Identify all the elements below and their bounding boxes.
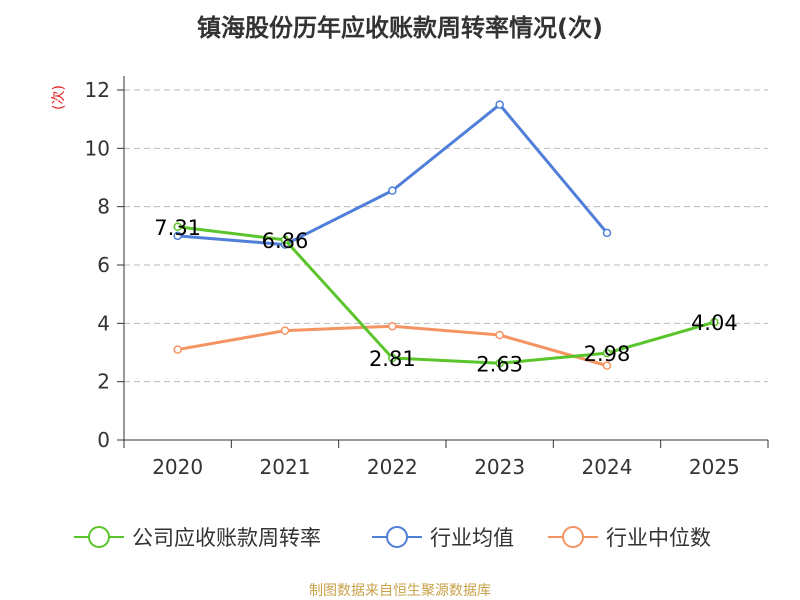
data-point	[173, 222, 182, 232]
x-tick-label: 2020	[152, 455, 203, 479]
y-tick-label: 12	[85, 78, 110, 102]
series-line	[177, 225, 715, 365]
data-point	[173, 345, 182, 354]
chart-title: 镇海股份历年应收账款周转率情况(次)	[197, 14, 603, 42]
y-tick-label: 4	[97, 311, 110, 335]
legend-marker	[88, 526, 110, 548]
y-tick-label: 6	[97, 253, 110, 277]
data-point	[495, 330, 504, 340]
data-point	[280, 235, 290, 245]
data-label: 7.31	[154, 216, 201, 240]
series-line	[177, 103, 609, 247]
data-point	[388, 322, 397, 331]
y-tick-label: 8	[97, 195, 110, 219]
data-point	[495, 359, 504, 368]
x-tick-label: 2021	[260, 455, 311, 479]
data-point	[602, 228, 612, 238]
data-point	[495, 100, 504, 109]
y-tick-label: 10	[85, 136, 110, 160]
x-tick-label: 2025	[689, 455, 740, 479]
data-label: 4.04	[691, 311, 738, 335]
data-label: 2.98	[584, 342, 631, 366]
legend-marker	[386, 526, 408, 548]
data-point	[173, 231, 182, 241]
data-point	[602, 361, 612, 370]
legend-label: 行业均值	[430, 526, 514, 550]
legend-label: 公司应收账款周转率	[132, 526, 321, 550]
y-tick-label: 2	[97, 370, 110, 394]
data-point	[388, 353, 397, 363]
y-tick-label: 0	[97, 428, 110, 452]
data-label: 2.81	[369, 347, 416, 371]
data-point	[280, 326, 290, 335]
x-tick-label: 2022	[367, 455, 418, 479]
data-label: 6.86	[262, 229, 309, 253]
legend-marker	[562, 526, 584, 548]
x-tick-label: 2023	[474, 455, 525, 479]
x-tick-label: 2024	[582, 455, 633, 479]
source-note: 制图数据来自恒生聚源数据库	[309, 583, 491, 599]
data-label: 2.63	[476, 352, 523, 376]
data-point	[602, 348, 612, 358]
data-point	[388, 186, 397, 195]
legend-label: 行业中位数	[606, 526, 711, 550]
data-point	[710, 317, 719, 327]
